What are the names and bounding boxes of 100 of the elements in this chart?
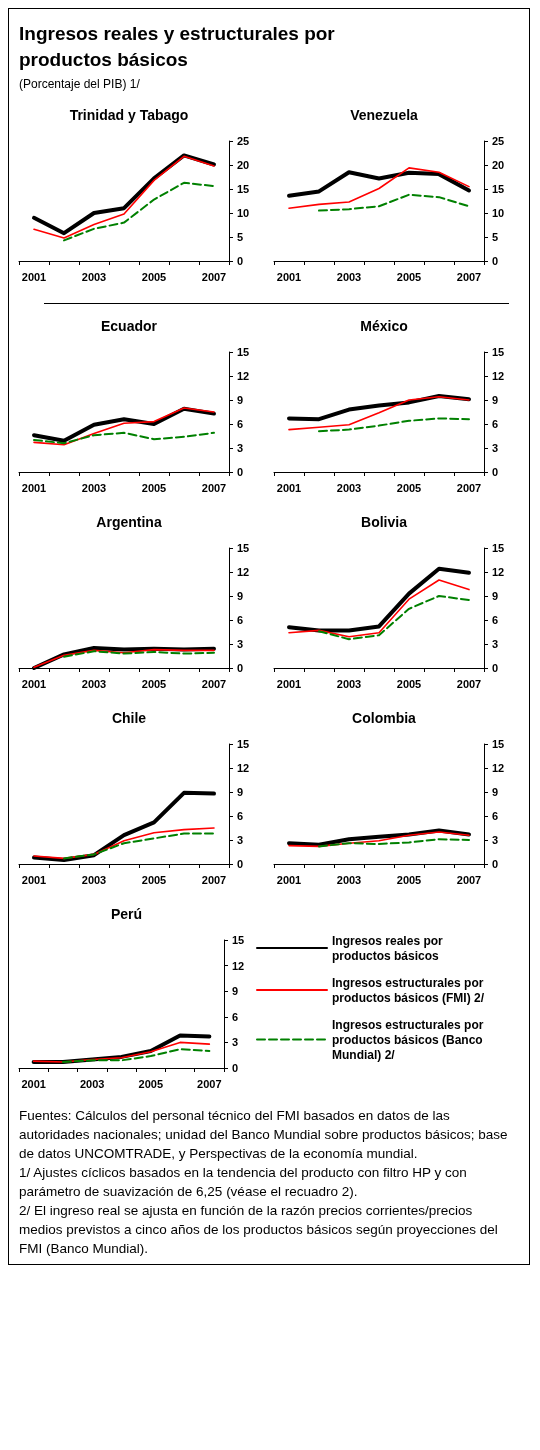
y-tick-label: 6	[492, 418, 499, 430]
x-tick-label: 2007	[456, 481, 482, 494]
x-tick-label: 2001	[21, 873, 47, 886]
chart-title: Bolivia	[361, 514, 408, 530]
y-tick-label: 12	[237, 370, 250, 382]
x-tick-label: 2007	[201, 873, 227, 886]
y-tick-label: 3	[492, 442, 499, 454]
line-series	[32, 790, 216, 862]
chart-title: Argentina	[96, 514, 162, 530]
y-tick-label: 0	[237, 466, 244, 478]
y-tick-label: 9	[237, 786, 244, 798]
x-tick-label: 2005	[396, 270, 422, 283]
line-series	[61, 1048, 211, 1064]
x-tick-label: 2003	[79, 1077, 105, 1090]
x-tick-label: 2007	[201, 270, 227, 283]
y-tick-label: 9	[237, 394, 244, 406]
x-tick-label: 2001	[276, 677, 302, 690]
y-tick-label: 15	[492, 738, 505, 750]
y-tick-label: 0	[492, 662, 499, 674]
chart-title: Colombia	[352, 710, 417, 726]
y-tick-label: 0	[492, 466, 499, 478]
text: Ingresos estructurales por productos básicos (FMI) 2/	[332, 975, 487, 1005]
y-tick-label: 0	[492, 858, 499, 870]
chart-title: Perú	[110, 906, 143, 922]
x-tick-label: 2005	[141, 270, 167, 283]
y-tick-label: 0	[492, 255, 499, 267]
line-series	[318, 838, 470, 848]
x-tick-label: 2001	[276, 270, 302, 283]
y-tick-label: 15	[237, 738, 250, 750]
y-tick-label: 15	[492, 183, 505, 195]
x-tick-label: 2005	[141, 481, 167, 494]
x-tick-label: 2007	[201, 677, 227, 690]
line-series	[287, 170, 471, 198]
y-tick-label: 6	[237, 810, 244, 822]
chart-title: Venezuela	[350, 107, 419, 123]
y-tick-label: 9	[492, 394, 499, 406]
line-series	[318, 417, 470, 433]
y-tick-label: 15	[237, 183, 250, 195]
y-tick-label: 12	[492, 762, 505, 774]
y-tick-label: 12	[237, 566, 250, 578]
line-series	[33, 827, 215, 860]
line-series	[318, 595, 470, 641]
y-tick-label: 3	[237, 442, 244, 454]
line-series	[33, 431, 215, 445]
text: (Porcentaje del PIB) 1/	[19, 77, 141, 91]
chart-title: Chile	[111, 710, 147, 726]
x-tick-label: 2003	[81, 873, 107, 886]
y-tick-label: 10	[492, 207, 505, 219]
chart-title: México	[360, 318, 408, 334]
text: Ingresos reales y estructurales por productos básicos	[19, 22, 336, 72]
x-tick-label: 2007	[456, 873, 482, 886]
y-tick-label: 9	[237, 590, 244, 602]
x-tick-label: 2007	[456, 270, 482, 283]
y-tick-label: 20	[492, 159, 505, 171]
x-tick-label: 2003	[81, 677, 107, 690]
x-tick-label: 2001	[21, 481, 47, 494]
y-tick-label: 15	[237, 542, 250, 554]
x-tick-label: 2005	[396, 481, 422, 494]
x-tick-label: 2003	[336, 481, 362, 494]
y-tick-label: 6	[237, 614, 244, 626]
y-tick-label: 9	[492, 590, 499, 602]
x-tick-label: 2001	[21, 1077, 46, 1090]
y-tick-label: 3	[232, 1036, 239, 1049]
line-series	[63, 181, 215, 242]
y-tick-label: 15	[237, 346, 250, 358]
x-tick-label: 2005	[138, 1077, 164, 1090]
x-tick-label: 2003	[336, 270, 362, 283]
y-tick-label: 15	[492, 542, 505, 554]
y-tick-label: 6	[492, 614, 499, 626]
x-tick-label: 2001	[21, 270, 47, 283]
line-series	[288, 167, 470, 209]
text: Ingresos estructurales por productos básicos (Banco Mundial) 2/	[332, 1017, 487, 1062]
chart-title: Trinidad y Tabago	[69, 107, 189, 123]
x-tick-label: 2007	[456, 677, 482, 690]
text: 1/ Ajustes cíclicos basados en la tendencia del producto con filtro HP y con parámetro de suavización de 6,25 (véase el recuadro 2).	[19, 1164, 468, 1201]
y-tick-label: 12	[492, 370, 505, 382]
y-tick-label: 3	[492, 638, 499, 650]
y-tick-label: 3	[237, 638, 244, 650]
y-tick-label: 3	[237, 834, 244, 846]
y-tick-label: 25	[237, 135, 250, 147]
x-tick-label: 2007	[197, 1077, 222, 1090]
x-tick-label: 2007	[201, 481, 227, 494]
line-series	[318, 193, 470, 212]
y-tick-label: 0	[237, 255, 244, 267]
y-tick-label: 15	[492, 346, 505, 358]
line-series	[32, 1041, 211, 1063]
y-tick-label: 5	[492, 231, 499, 243]
y-tick-label: 9	[492, 786, 499, 798]
x-tick-label: 2003	[336, 677, 362, 690]
x-tick-label: 2001	[21, 677, 47, 690]
x-tick-label: 2001	[276, 481, 302, 494]
line-series	[288, 396, 470, 431]
text: Ingresos reales por productos básicos	[332, 933, 447, 963]
x-tick-label: 2003	[81, 270, 107, 283]
line-series	[288, 579, 470, 638]
y-tick-label: 12	[237, 762, 250, 774]
x-tick-label: 2005	[396, 677, 422, 690]
x-tick-label: 2005	[141, 677, 167, 690]
y-tick-label: 25	[492, 135, 505, 147]
y-tick-label: 6	[237, 418, 244, 430]
